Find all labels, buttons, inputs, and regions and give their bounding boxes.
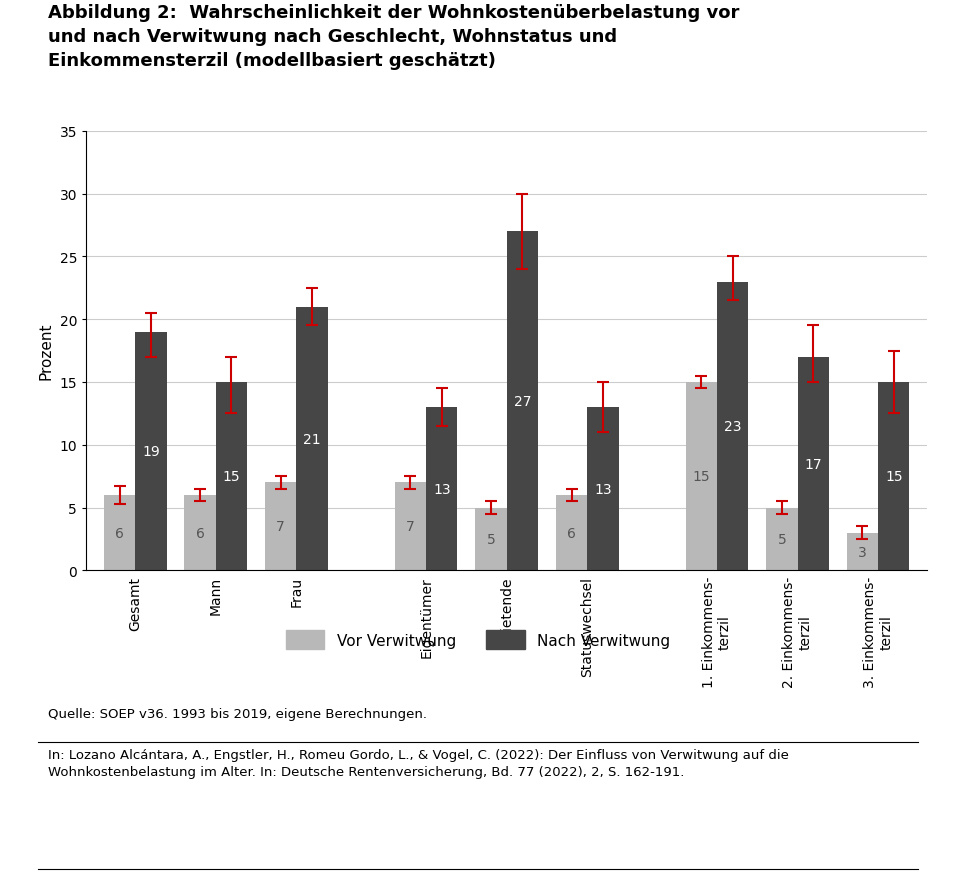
Text: 13: 13 — [594, 482, 612, 496]
Text: 7: 7 — [276, 520, 285, 534]
Text: 5: 5 — [777, 532, 786, 546]
Bar — [555, 495, 587, 571]
Text: Abbildung 2:  Wahrscheinlichkeit der Wohnkostenüberbelastung vor
und nach Verwit: Abbildung 2: Wahrscheinlichkeit der Wohn… — [48, 4, 739, 69]
Bar — [847, 533, 879, 571]
Bar — [766, 508, 797, 571]
Bar — [296, 307, 328, 571]
Bar — [135, 333, 166, 571]
Bar — [216, 383, 248, 571]
Text: 3: 3 — [858, 545, 867, 559]
Bar — [587, 407, 619, 571]
Text: 15: 15 — [223, 470, 240, 484]
Bar — [879, 383, 909, 571]
Bar — [797, 357, 829, 571]
Text: 5: 5 — [487, 532, 495, 546]
Text: 21: 21 — [303, 432, 321, 446]
Bar — [426, 407, 458, 571]
Bar — [185, 495, 216, 571]
Text: 6: 6 — [567, 526, 576, 540]
Legend: Vor Verwitwung, Nach Verwitwung: Vor Verwitwung, Nach Verwitwung — [280, 624, 676, 655]
Text: 17: 17 — [804, 457, 822, 471]
Bar — [475, 508, 507, 571]
Bar — [685, 383, 717, 571]
Bar — [395, 483, 426, 571]
Bar — [717, 282, 749, 571]
Text: In: Lozano Alcántara, A., Engstler, H., Romeu Gordo, L., & Vogel, C. (2022): Der: In: Lozano Alcántara, A., Engstler, H., … — [48, 748, 789, 778]
Text: 7: 7 — [406, 520, 415, 534]
Y-axis label: Prozent: Prozent — [39, 322, 54, 380]
Text: 13: 13 — [433, 482, 450, 496]
Text: 27: 27 — [513, 394, 532, 408]
Bar — [265, 483, 296, 571]
Text: 6: 6 — [115, 526, 124, 540]
Text: 19: 19 — [142, 444, 160, 458]
Text: 6: 6 — [196, 526, 205, 540]
Bar — [507, 232, 538, 571]
Text: Quelle: SOEP v36. 1993 bis 2019, eigene Berechnungen.: Quelle: SOEP v36. 1993 bis 2019, eigene … — [48, 707, 426, 720]
Text: 15: 15 — [692, 470, 710, 484]
Text: 23: 23 — [724, 420, 742, 434]
Text: 15: 15 — [885, 470, 902, 484]
Bar — [104, 495, 135, 571]
